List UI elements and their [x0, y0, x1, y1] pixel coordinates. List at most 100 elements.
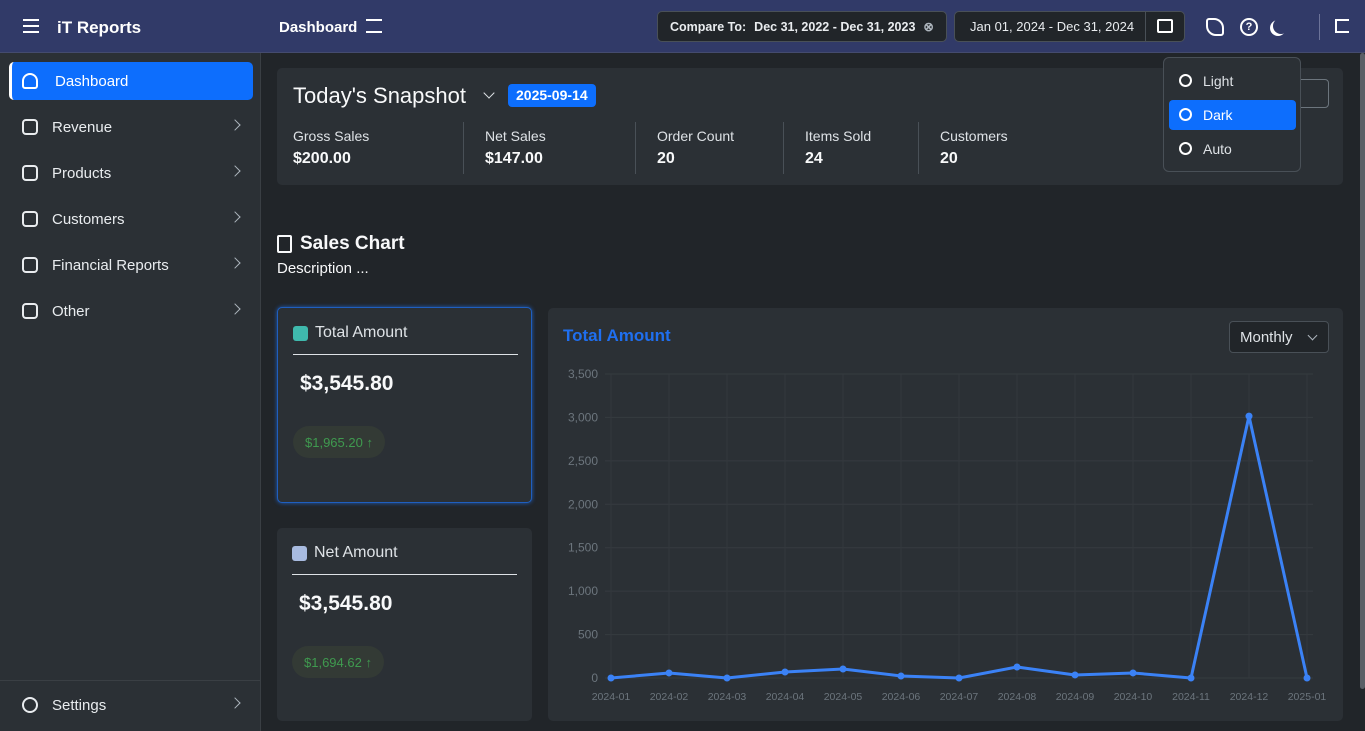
metric: Net Sales $147.00	[485, 128, 546, 168]
scrollbar[interactable]	[1360, 53, 1365, 689]
x-tick-label: 2024-03	[708, 691, 747, 703]
nav-label: Settings	[52, 696, 107, 714]
nav-label: Financial Reports	[52, 256, 169, 274]
rule	[293, 354, 518, 355]
point	[839, 665, 847, 673]
point	[723, 674, 731, 682]
swatch	[293, 325, 308, 341]
divider	[635, 122, 636, 174]
phone-icon[interactable]	[1206, 18, 1224, 36]
nav-item[interactable]: Other	[9, 292, 253, 330]
metric: Order Count 20	[657, 128, 734, 168]
compare-button[interactable]: Compare To: Dec 31, 2022 - Dec 31, 2023 …	[657, 11, 947, 42]
help-icon[interactable]: ?	[1240, 18, 1258, 36]
x-tick-label: 2025-01	[1288, 691, 1327, 703]
theme-option[interactable]: Dark	[1169, 100, 1296, 130]
y-tick-label: 0	[591, 671, 598, 685]
summary-card[interactable]: Net Amount $3,545.80 $1,694.62 ↑	[277, 528, 532, 721]
metric-value: $200.00	[293, 150, 351, 167]
summary-card[interactable]: Total Amount $3,545.80 $1,965.20 ↑	[277, 307, 532, 503]
nav-item[interactable]: Financial Reports	[9, 246, 253, 284]
x-tick-label: 2024-11	[1172, 691, 1210, 703]
nav-item[interactable]: Revenue	[9, 108, 253, 146]
settings-link[interactable]: Settings	[9, 686, 253, 724]
nav-label: Other	[52, 302, 90, 320]
card-value: $3,545.80	[300, 372, 394, 395]
point	[607, 674, 615, 682]
page-title: Dashboard	[279, 19, 358, 36]
compare-label: Compare To:	[670, 19, 747, 34]
point	[1071, 671, 1079, 679]
theme-option[interactable]: Light	[1169, 66, 1296, 96]
x-tick-label: 2024-02	[650, 691, 689, 703]
x-tick-label: 2024-06	[882, 691, 921, 703]
sales-title: Sales Chart	[300, 233, 405, 254]
nav-icon	[22, 119, 38, 135]
point	[781, 668, 789, 676]
menu-toggle[interactable]	[23, 19, 39, 33]
nav-item[interactable]: Customers	[9, 200, 253, 238]
point	[665, 669, 673, 677]
metric-label: Net Sales	[485, 128, 546, 144]
snapshot-title: Today's Snapshot	[293, 83, 466, 108]
period-select[interactable]: Monthly	[1229, 321, 1329, 353]
x-tick-label: 2024-01	[592, 691, 631, 703]
clear-icon[interactable]: ⊗	[923, 20, 934, 34]
chevron	[229, 211, 241, 223]
x-tick-label: 2024-04	[766, 691, 805, 703]
metric-value: $147.00	[485, 150, 543, 167]
x-tick-label: 2024-09	[1056, 691, 1095, 703]
chart-card: Total Amount 0 500 1,000 1,500 2,000 2,500 3,0…	[548, 308, 1343, 721]
snapshot-dropdown[interactable]	[483, 87, 495, 99]
metric-label: Order Count	[657, 128, 735, 144]
logout-icon[interactable]	[1335, 19, 1349, 33]
divider	[783, 122, 784, 174]
point	[1303, 674, 1311, 682]
point	[955, 674, 963, 682]
theme-toggle[interactable]	[1273, 18, 1289, 34]
nav-item[interactable]: Dashboard	[9, 62, 253, 100]
chevron	[229, 303, 241, 315]
calendar-icon[interactable]	[1157, 19, 1173, 33]
point	[1245, 412, 1253, 420]
card-label: Net Amount	[292, 544, 398, 562]
theme-label: Dark	[1203, 107, 1233, 123]
metric: Gross Sales $200.00	[293, 128, 369, 168]
chart: Total Amount 0 500 1,000 1,500 2,000 2,500 3,0…	[563, 326, 1327, 703]
nav-icon	[22, 303, 38, 319]
point	[897, 672, 905, 680]
theme-label: Auto	[1203, 141, 1232, 157]
period-label: Monthly	[1240, 329, 1293, 346]
metric-value: 20	[940, 150, 958, 167]
sidebar: Dashboard Revenue Products Customers Financi…	[0, 53, 261, 731]
card-change: $1,965.20 ↑	[293, 426, 385, 458]
chevron	[229, 119, 241, 131]
chart-title: Total Amount	[563, 326, 671, 345]
card-value: $3,545.80	[299, 592, 393, 615]
theme-option[interactable]: Auto	[1169, 134, 1296, 164]
card-label-text: Total Amount	[315, 324, 408, 341]
filter-icon[interactable]	[366, 19, 382, 33]
x-tick-label: 2024-05	[824, 691, 863, 703]
swatch	[292, 545, 307, 561]
date-range[interactable]: Jan 01, 2024 - Dec 31, 2024	[954, 11, 1185, 42]
metric: Items Sold 24	[805, 128, 871, 168]
metric: Customers 20	[940, 128, 1008, 168]
y-tick-label: 3,000	[568, 410, 598, 424]
nav-item[interactable]: Products	[9, 154, 253, 192]
x-tick-label: 2024-08	[998, 691, 1037, 703]
section-description: Description ...	[277, 260, 369, 277]
snapshot-date: 2025-09-14	[508, 84, 596, 107]
y-tick-label: 1,500	[568, 541, 598, 555]
metric-value: 20	[657, 150, 675, 167]
metric-label: Gross Sales	[293, 128, 370, 144]
date-range-text: Jan 01, 2024 - Dec 31, 2024	[970, 19, 1135, 34]
nav-icon	[22, 211, 38, 227]
section-title: Sales Chart	[277, 233, 405, 255]
y-tick-label: 2,500	[568, 454, 598, 468]
x-tick-label: 2024-07	[940, 691, 979, 703]
theme-icon	[1179, 142, 1192, 155]
point	[1129, 669, 1137, 677]
